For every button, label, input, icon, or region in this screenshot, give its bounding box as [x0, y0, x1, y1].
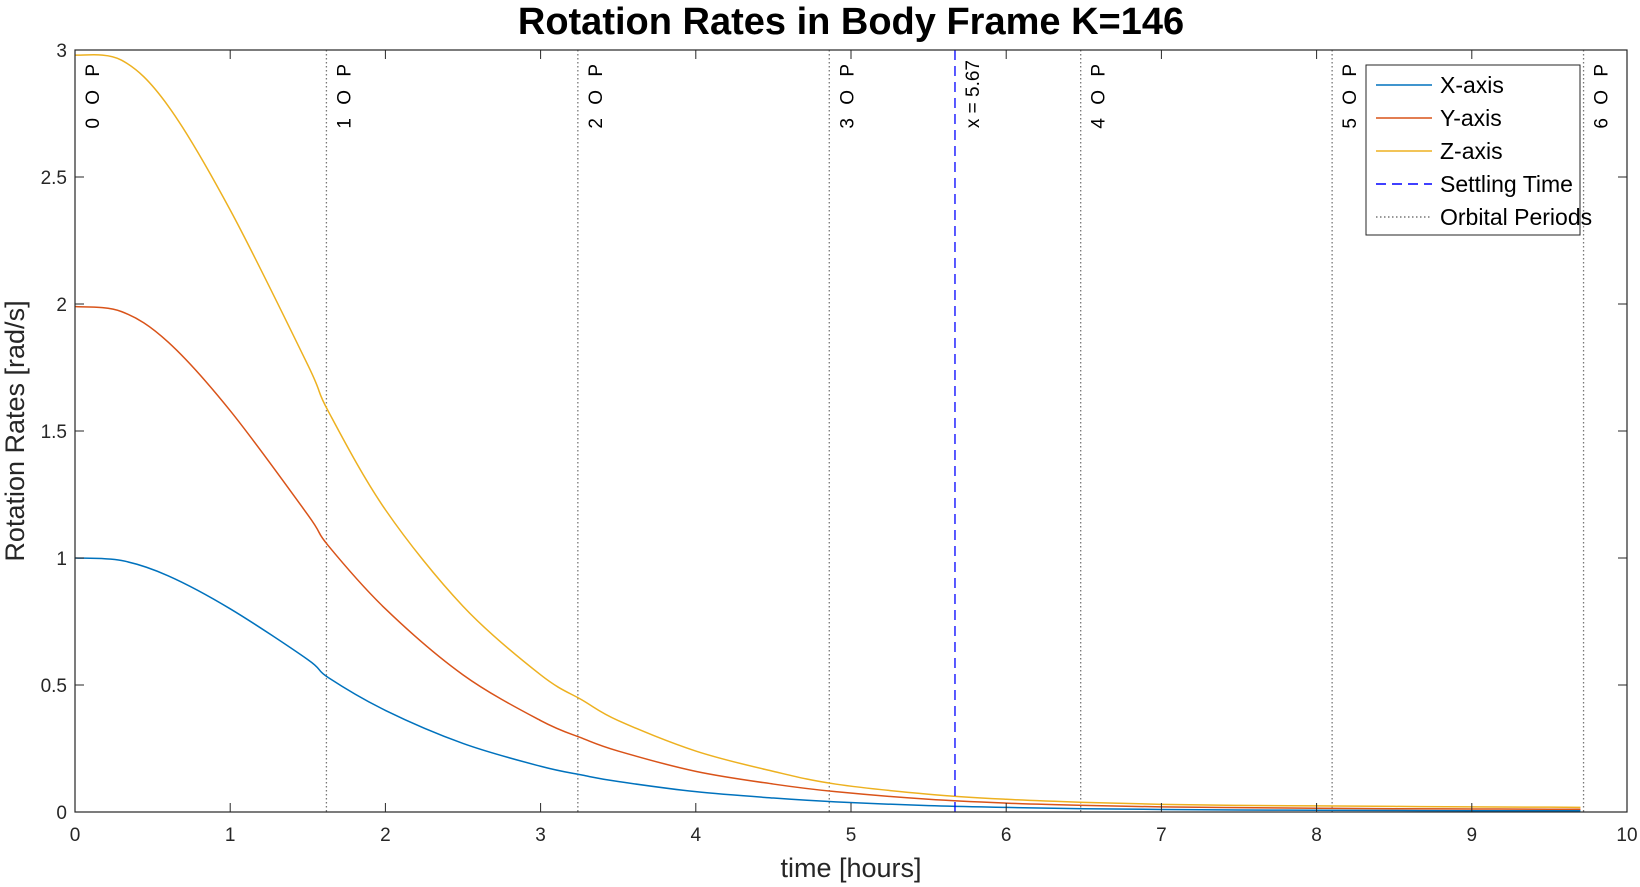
settling-time-label: x = 5.67	[963, 60, 984, 128]
vertical-line-labels: 0 O P 1 O P 2 O P 3 O P 4 O P 5 O P 6 O P	[83, 60, 1613, 129]
legend-label: Orbital Periods	[1440, 204, 1592, 230]
x-tick-label: 0	[70, 825, 81, 846]
x-tick-label: 10	[1616, 825, 1637, 846]
settling-time-marker: x = 5.67	[954, 50, 984, 812]
chart-title: Rotation Rates in Body Frame K=146	[518, 1, 1184, 43]
legend-label: Y-axis	[1440, 105, 1502, 131]
y-tick-label: 1	[56, 549, 67, 570]
orbital-period-lines	[325, 50, 1585, 812]
orbital-period-label: 1 O P	[334, 60, 355, 129]
orbital-period-label: 2 O P	[586, 60, 607, 129]
orbital-period-label: 4 O P	[1089, 60, 1110, 129]
x-tick-label: 6	[1001, 825, 1012, 846]
series-line-x-axis	[75, 557, 1581, 812]
y-tick-label: 0	[56, 803, 67, 824]
y-tick-label: 3	[56, 41, 67, 62]
series-line-z-axis	[75, 54, 1581, 809]
x-axis-label: time [hours]	[780, 853, 921, 883]
legend-label: Z-axis	[1440, 138, 1503, 164]
legend-label: X-axis	[1440, 72, 1504, 98]
y-tick-label: 2.5	[41, 168, 67, 189]
orbital-period-label: 3 O P	[837, 60, 858, 129]
x-tick-label: 9	[1467, 825, 1478, 846]
x-tick-label: 1	[225, 825, 236, 846]
axis-ticks: 0 1 2 3 4 5 6 7 8 9 10 0 0.5 1 1.5 2 2.5 3	[41, 41, 1638, 846]
orbital-period-label: 6 O P	[1592, 60, 1613, 129]
legend-label: Settling Time	[1440, 171, 1573, 197]
y-axis-label: Rotation Rates [rad/s]	[0, 300, 30, 561]
legend-box	[1365, 64, 1581, 236]
x-tick-label: 5	[846, 825, 857, 846]
x-tick-label: 8	[1311, 825, 1322, 846]
x-tick-label: 7	[1156, 825, 1167, 846]
x-tick-label: 3	[535, 825, 546, 846]
orbital-period-label: 5 O P	[1340, 60, 1361, 129]
y-tick-label: 1.5	[41, 422, 67, 443]
legend: X-axis Y-axis Z-axis Settling Time Orbital P…	[1365, 64, 1592, 236]
orbital-period-label: 0 O P	[83, 60, 104, 129]
x-tick-label: 2	[380, 825, 391, 846]
x-tick-label: 4	[691, 825, 702, 846]
y-tick-label: 0.5	[41, 676, 67, 697]
y-tick-label: 2	[56, 295, 67, 316]
